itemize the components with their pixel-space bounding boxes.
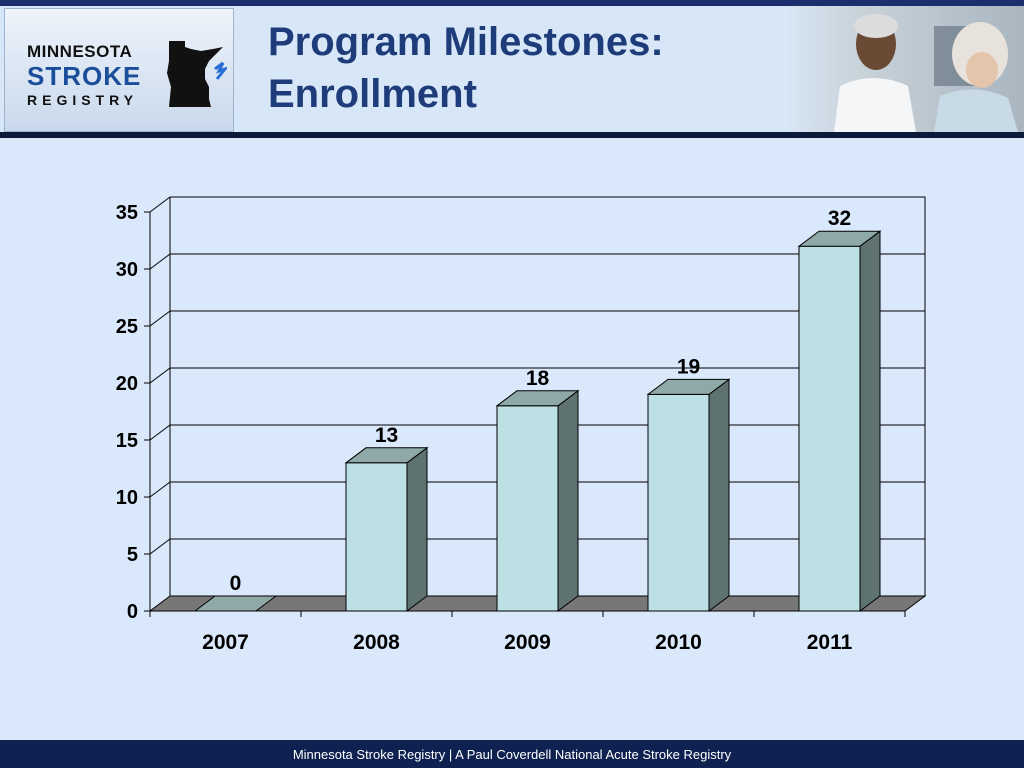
bar-front (798, 245, 861, 612)
gridline-side (149, 538, 171, 555)
y-tick-label: 35 (116, 202, 138, 224)
gridline-side (149, 424, 171, 441)
x-tick-label: 2007 (202, 631, 249, 654)
bar-2010 (646, 378, 731, 612)
y-tick-label: 25 (116, 316, 138, 338)
bar-front (647, 393, 710, 612)
bar-side (708, 378, 730, 612)
bar-top (797, 230, 882, 247)
minnesota-map-icon (167, 41, 227, 107)
bar-2008 (344, 446, 429, 612)
data-label: 0 (230, 572, 242, 595)
y-tick-label: 20 (116, 373, 138, 395)
enrollment-chart: 0 5 10 15 20 25 30 35 0 2007 13 2008 18 2009 19 2010 32… (116, 196, 927, 654)
header-divider (0, 132, 1024, 138)
bar-side (859, 230, 881, 612)
logo-text: MINNESOTA STROKE REGISTRY (27, 43, 141, 107)
bar-top (344, 447, 429, 464)
data-label: 19 (677, 355, 700, 378)
bar-side (557, 389, 579, 612)
top-strip (0, 0, 1024, 6)
logo-line-1: MINNESOTA (27, 42, 133, 61)
y-tick-label: 15 (116, 430, 138, 452)
x-tick-label: 2010 (655, 631, 702, 654)
gridline-side (149, 481, 171, 498)
footer-bar (0, 740, 1024, 768)
bar-2011 (797, 230, 882, 612)
bar-front (496, 405, 559, 612)
y-tick-label: 5 (127, 544, 138, 566)
bar-side (406, 446, 428, 612)
x-tick-label: 2008 (353, 631, 400, 654)
gridline-side (149, 196, 171, 213)
doctor-patient-photo (784, 6, 1024, 132)
gridline-side (149, 253, 171, 270)
logo-line-2: STROKE (27, 61, 142, 91)
footer-text: Minnesota Stroke Registry | A Paul Cover… (292, 747, 732, 762)
logo-line-3: REGISTRY (27, 92, 139, 108)
y-tick-label: 30 (116, 259, 138, 281)
title-line-1: Program Milestones: (268, 20, 664, 64)
bar-front (345, 462, 408, 612)
bar-top (495, 390, 580, 407)
gridline-side (149, 367, 171, 384)
data-label: 18 (526, 367, 550, 390)
data-label: 32 (828, 207, 851, 230)
x-tick-label: 2009 (504, 631, 551, 654)
gridline-side (149, 310, 171, 327)
y-tick-label: 10 (116, 487, 138, 509)
registry-logo: MINNESOTA STROKE REGISTRY (4, 8, 234, 132)
y-tick-label: 0 (127, 601, 138, 623)
data-label: 13 (375, 424, 398, 447)
bar-top (646, 378, 731, 395)
title-line-2: Enrollment (268, 72, 477, 116)
page-title: Program Milestones: Enrollment (268, 16, 664, 120)
x-tick-label: 2011 (807, 631, 853, 654)
bar-2009 (495, 389, 580, 612)
